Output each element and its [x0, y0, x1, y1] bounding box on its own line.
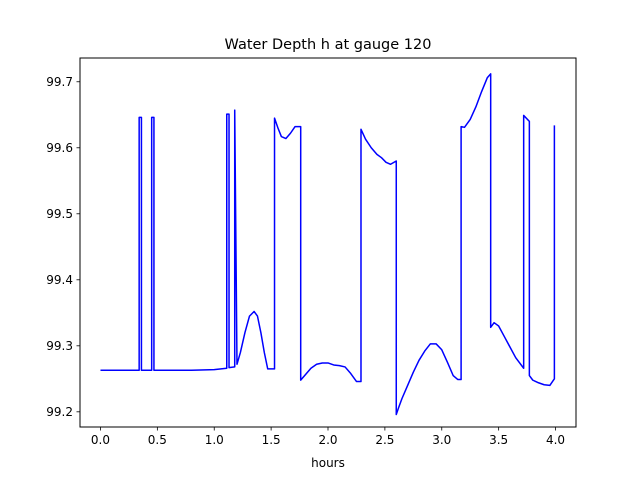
- x-axis-ticks: 0.0 0.5 1.0 1.5 2.0 2.5 3.0 3.5 4.0: [91, 427, 565, 447]
- x-tick-label: 1.5: [262, 433, 281, 447]
- x-tick-label: 1.0: [205, 433, 224, 447]
- x-tick-label: 0.0: [91, 433, 110, 447]
- y-axis-ticks: 99.2 99.3 99.4 99.5 99.6 99.7: [46, 75, 80, 419]
- y-tick-label: 99.7: [46, 75, 73, 89]
- y-tick-label: 99.4: [46, 273, 73, 287]
- chart-title: Water Depth h at gauge 120: [225, 37, 432, 53]
- x-axis-label: hours: [311, 456, 345, 470]
- x-tick-label: 2.0: [318, 433, 337, 447]
- x-tick-label: 3.5: [489, 433, 508, 447]
- y-tick-label: 99.3: [46, 339, 73, 353]
- series-line-0: [100, 73, 556, 416]
- y-tick-label: 99.5: [46, 207, 73, 221]
- x-tick-label: 3.0: [432, 433, 451, 447]
- y-tick-label: 99.2: [46, 405, 73, 419]
- x-tick-label: 4.0: [546, 433, 565, 447]
- y-tick-label: 99.6: [46, 141, 73, 155]
- x-tick-label: 0.5: [148, 433, 167, 447]
- x-tick-label: 2.5: [375, 433, 394, 447]
